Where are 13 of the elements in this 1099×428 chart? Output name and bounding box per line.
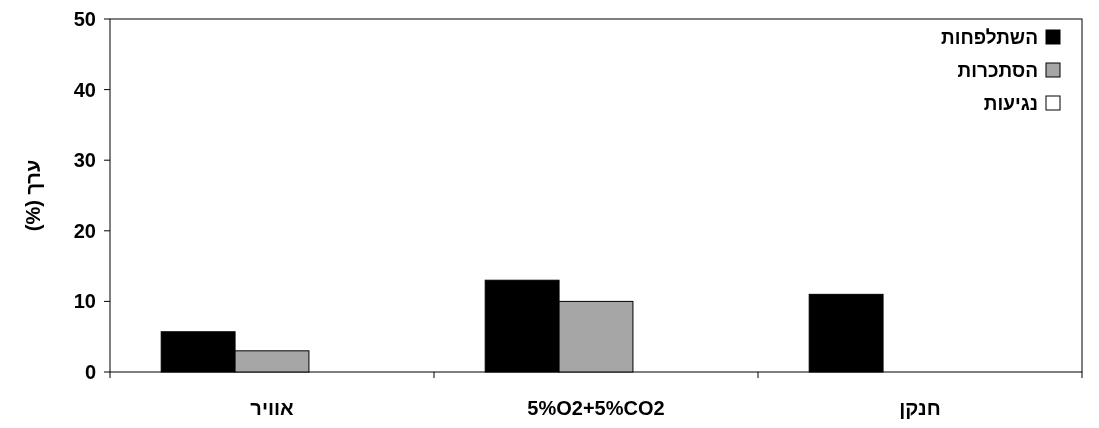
y-tick-label: 50 [73, 8, 96, 30]
y-tick-label: 0 [84, 361, 96, 383]
y-tick-label: 30 [73, 149, 96, 172]
x-tick-label: 5%O2+5%CO2 [527, 397, 665, 419]
legend-label: נגיעות [983, 93, 1038, 114]
y-tick-label: 40 [73, 78, 96, 101]
legend-label: השתלפחות [941, 27, 1038, 48]
y-tick-label: 10 [73, 290, 96, 313]
x-tick-label: חנקן [899, 397, 941, 419]
x-tick-label: אוויר [250, 397, 294, 419]
y-axis-title: ערך (%) [22, 159, 44, 232]
legend-label: הסתכרות [957, 60, 1038, 81]
y-tick-label: 20 [73, 219, 96, 242]
